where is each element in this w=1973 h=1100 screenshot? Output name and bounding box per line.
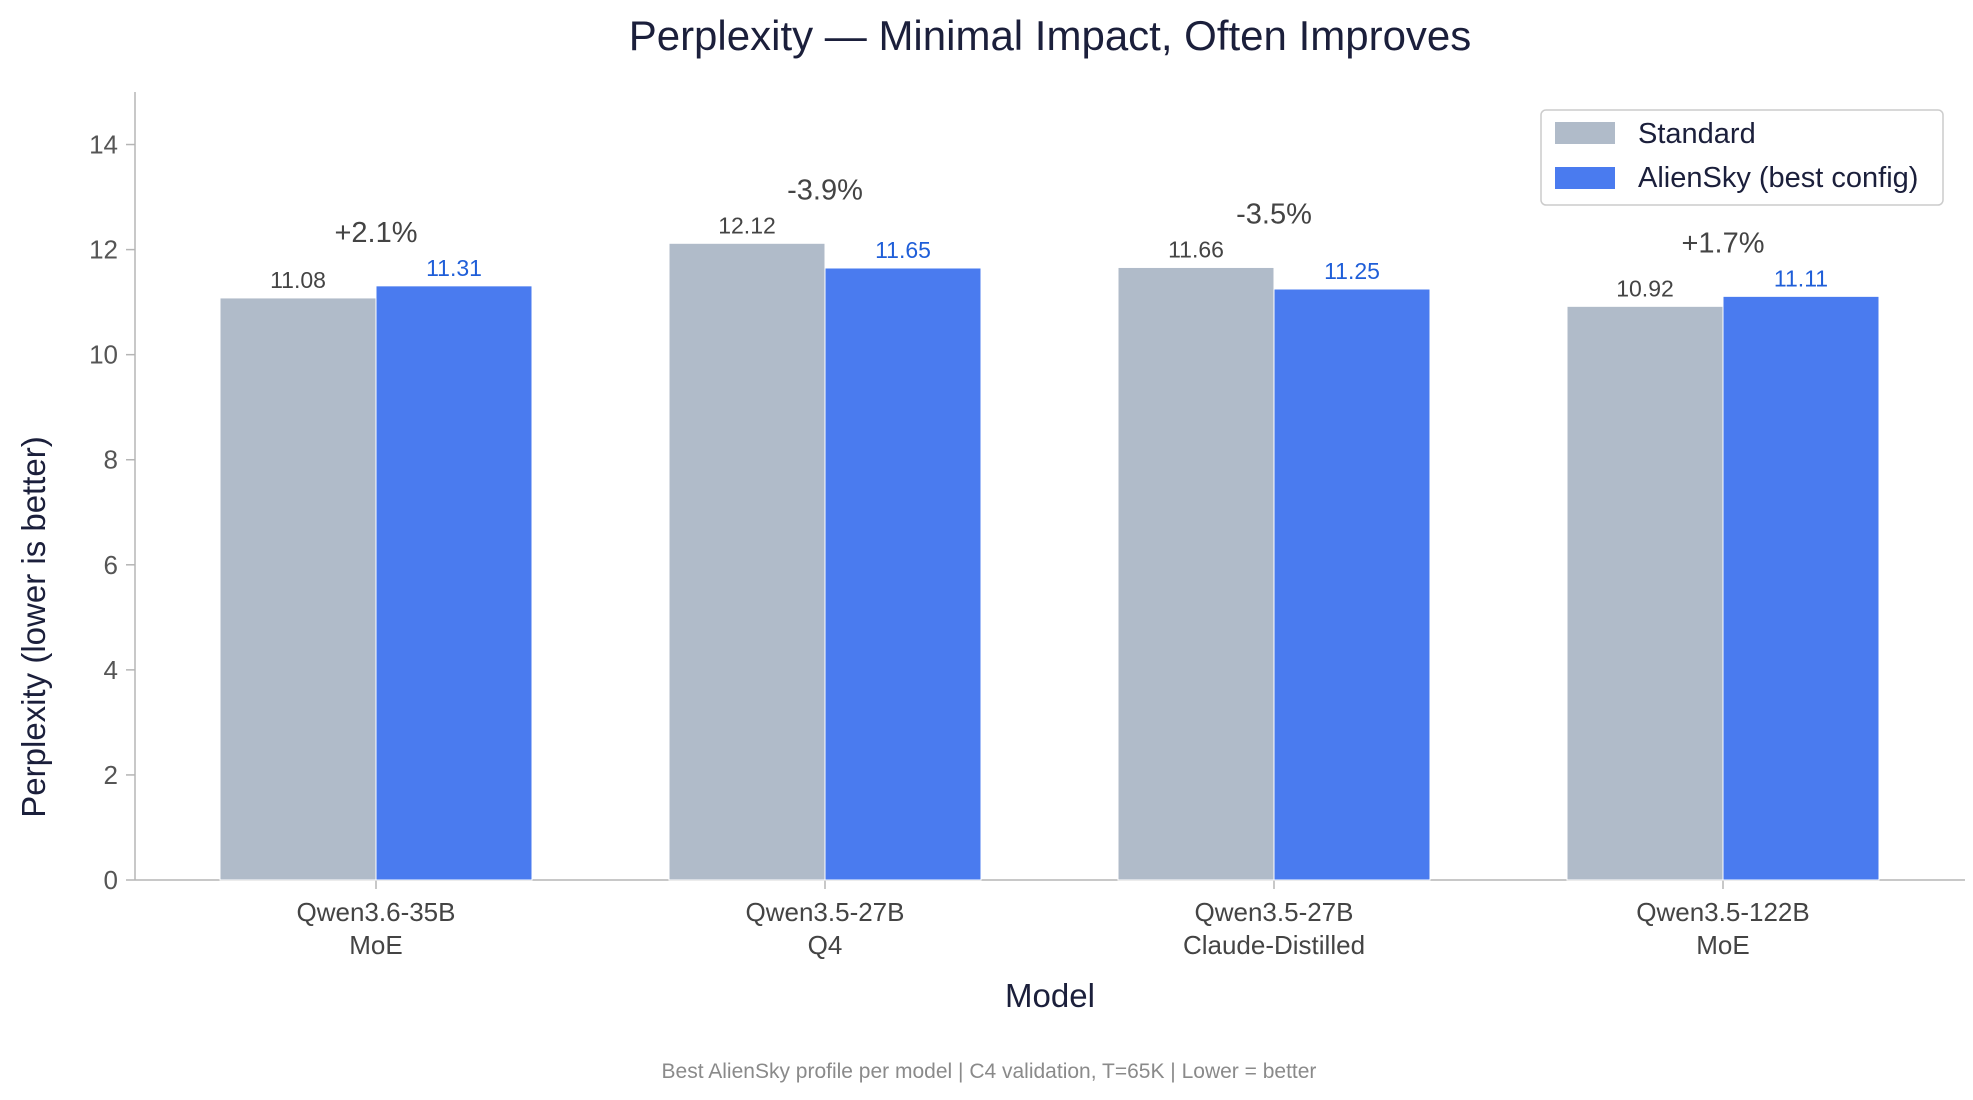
value-label-standard: 11.08 — [270, 267, 326, 293]
bars — [219, 242, 1880, 881]
bar-standard — [1566, 305, 1724, 881]
chart-title: Perplexity — Minimal Impact, Often Impro… — [629, 12, 1472, 59]
x-tick-label: Qwen3.5-27B — [1195, 897, 1354, 927]
legend-label-standard: Standard — [1638, 118, 1756, 150]
bar-standard — [219, 297, 377, 881]
legend-frame — [1540, 109, 1944, 206]
percent-change-label: -3.5% — [1236, 198, 1312, 230]
x-axis-title: Model — [1005, 977, 1095, 1014]
y-tick-label: 2 — [104, 760, 118, 790]
value-label-aliensky: 11.31 — [426, 255, 482, 281]
y-tick-label: 14 — [89, 130, 118, 160]
x-tick-label: MoE — [349, 930, 402, 960]
value-label-aliensky: 11.25 — [1324, 258, 1380, 284]
bar-aliensky — [1722, 295, 1880, 881]
percent-change-label: -3.9% — [787, 174, 863, 206]
legend-swatch-standard — [1555, 122, 1615, 144]
bar-aliensky — [1273, 288, 1431, 881]
bar-aliensky — [824, 267, 982, 881]
y-tick-label: 12 — [89, 235, 118, 265]
value-label-standard: 12.12 — [718, 212, 776, 238]
x-tick-label: Q4 — [808, 930, 843, 960]
y-tick-label: 8 — [104, 445, 118, 475]
x-axis: Qwen3.6-35BMoEQwen3.5-27BQ4Qwen3.5-27BCl… — [135, 879, 1965, 960]
percent-change-label: +2.1% — [334, 217, 417, 249]
bar-aliensky — [375, 285, 533, 881]
legend: Standard AlienSky (best config) — [1540, 109, 1944, 206]
x-tick-label: Claude-Distilled — [1183, 930, 1365, 960]
x-tick-label: MoE — [1696, 930, 1749, 960]
value-label-aliensky: 11.11 — [1774, 265, 1828, 291]
y-tick-label: 10 — [89, 340, 118, 370]
value-label-aliensky: 11.65 — [875, 237, 931, 263]
legend-label-aliensky: AlienSky (best config) — [1638, 162, 1918, 194]
data-labels: 11.08 11.31 +2.1% 12.12 11.65 -3.9% 11.66 11.25… — [270, 174, 1828, 301]
value-label-standard: 10.92 — [1616, 275, 1674, 301]
y-tick-label: 0 — [104, 865, 118, 895]
bar-standard — [668, 242, 826, 881]
bar-standard — [1117, 266, 1275, 881]
y-axis-title: Perplexity (lower is better) — [15, 436, 52, 817]
y-axis: 0 2 4 6 8 10 12 14 — [89, 92, 136, 895]
legend-swatch-aliensky — [1555, 167, 1615, 189]
x-tick-label: Qwen3.5-27B — [746, 897, 905, 927]
percent-change-label: +1.7% — [1681, 227, 1764, 259]
y-tick-label: 6 — [104, 550, 118, 580]
x-tick-label: Qwen3.6-35B — [297, 897, 456, 927]
footnote: Best AlienSky profile per model | C4 val… — [662, 1060, 1317, 1083]
y-tick-label: 4 — [104, 655, 118, 685]
value-label-standard: 11.66 — [1168, 236, 1224, 262]
x-tick-label: Qwen3.5-122B — [1636, 897, 1809, 927]
